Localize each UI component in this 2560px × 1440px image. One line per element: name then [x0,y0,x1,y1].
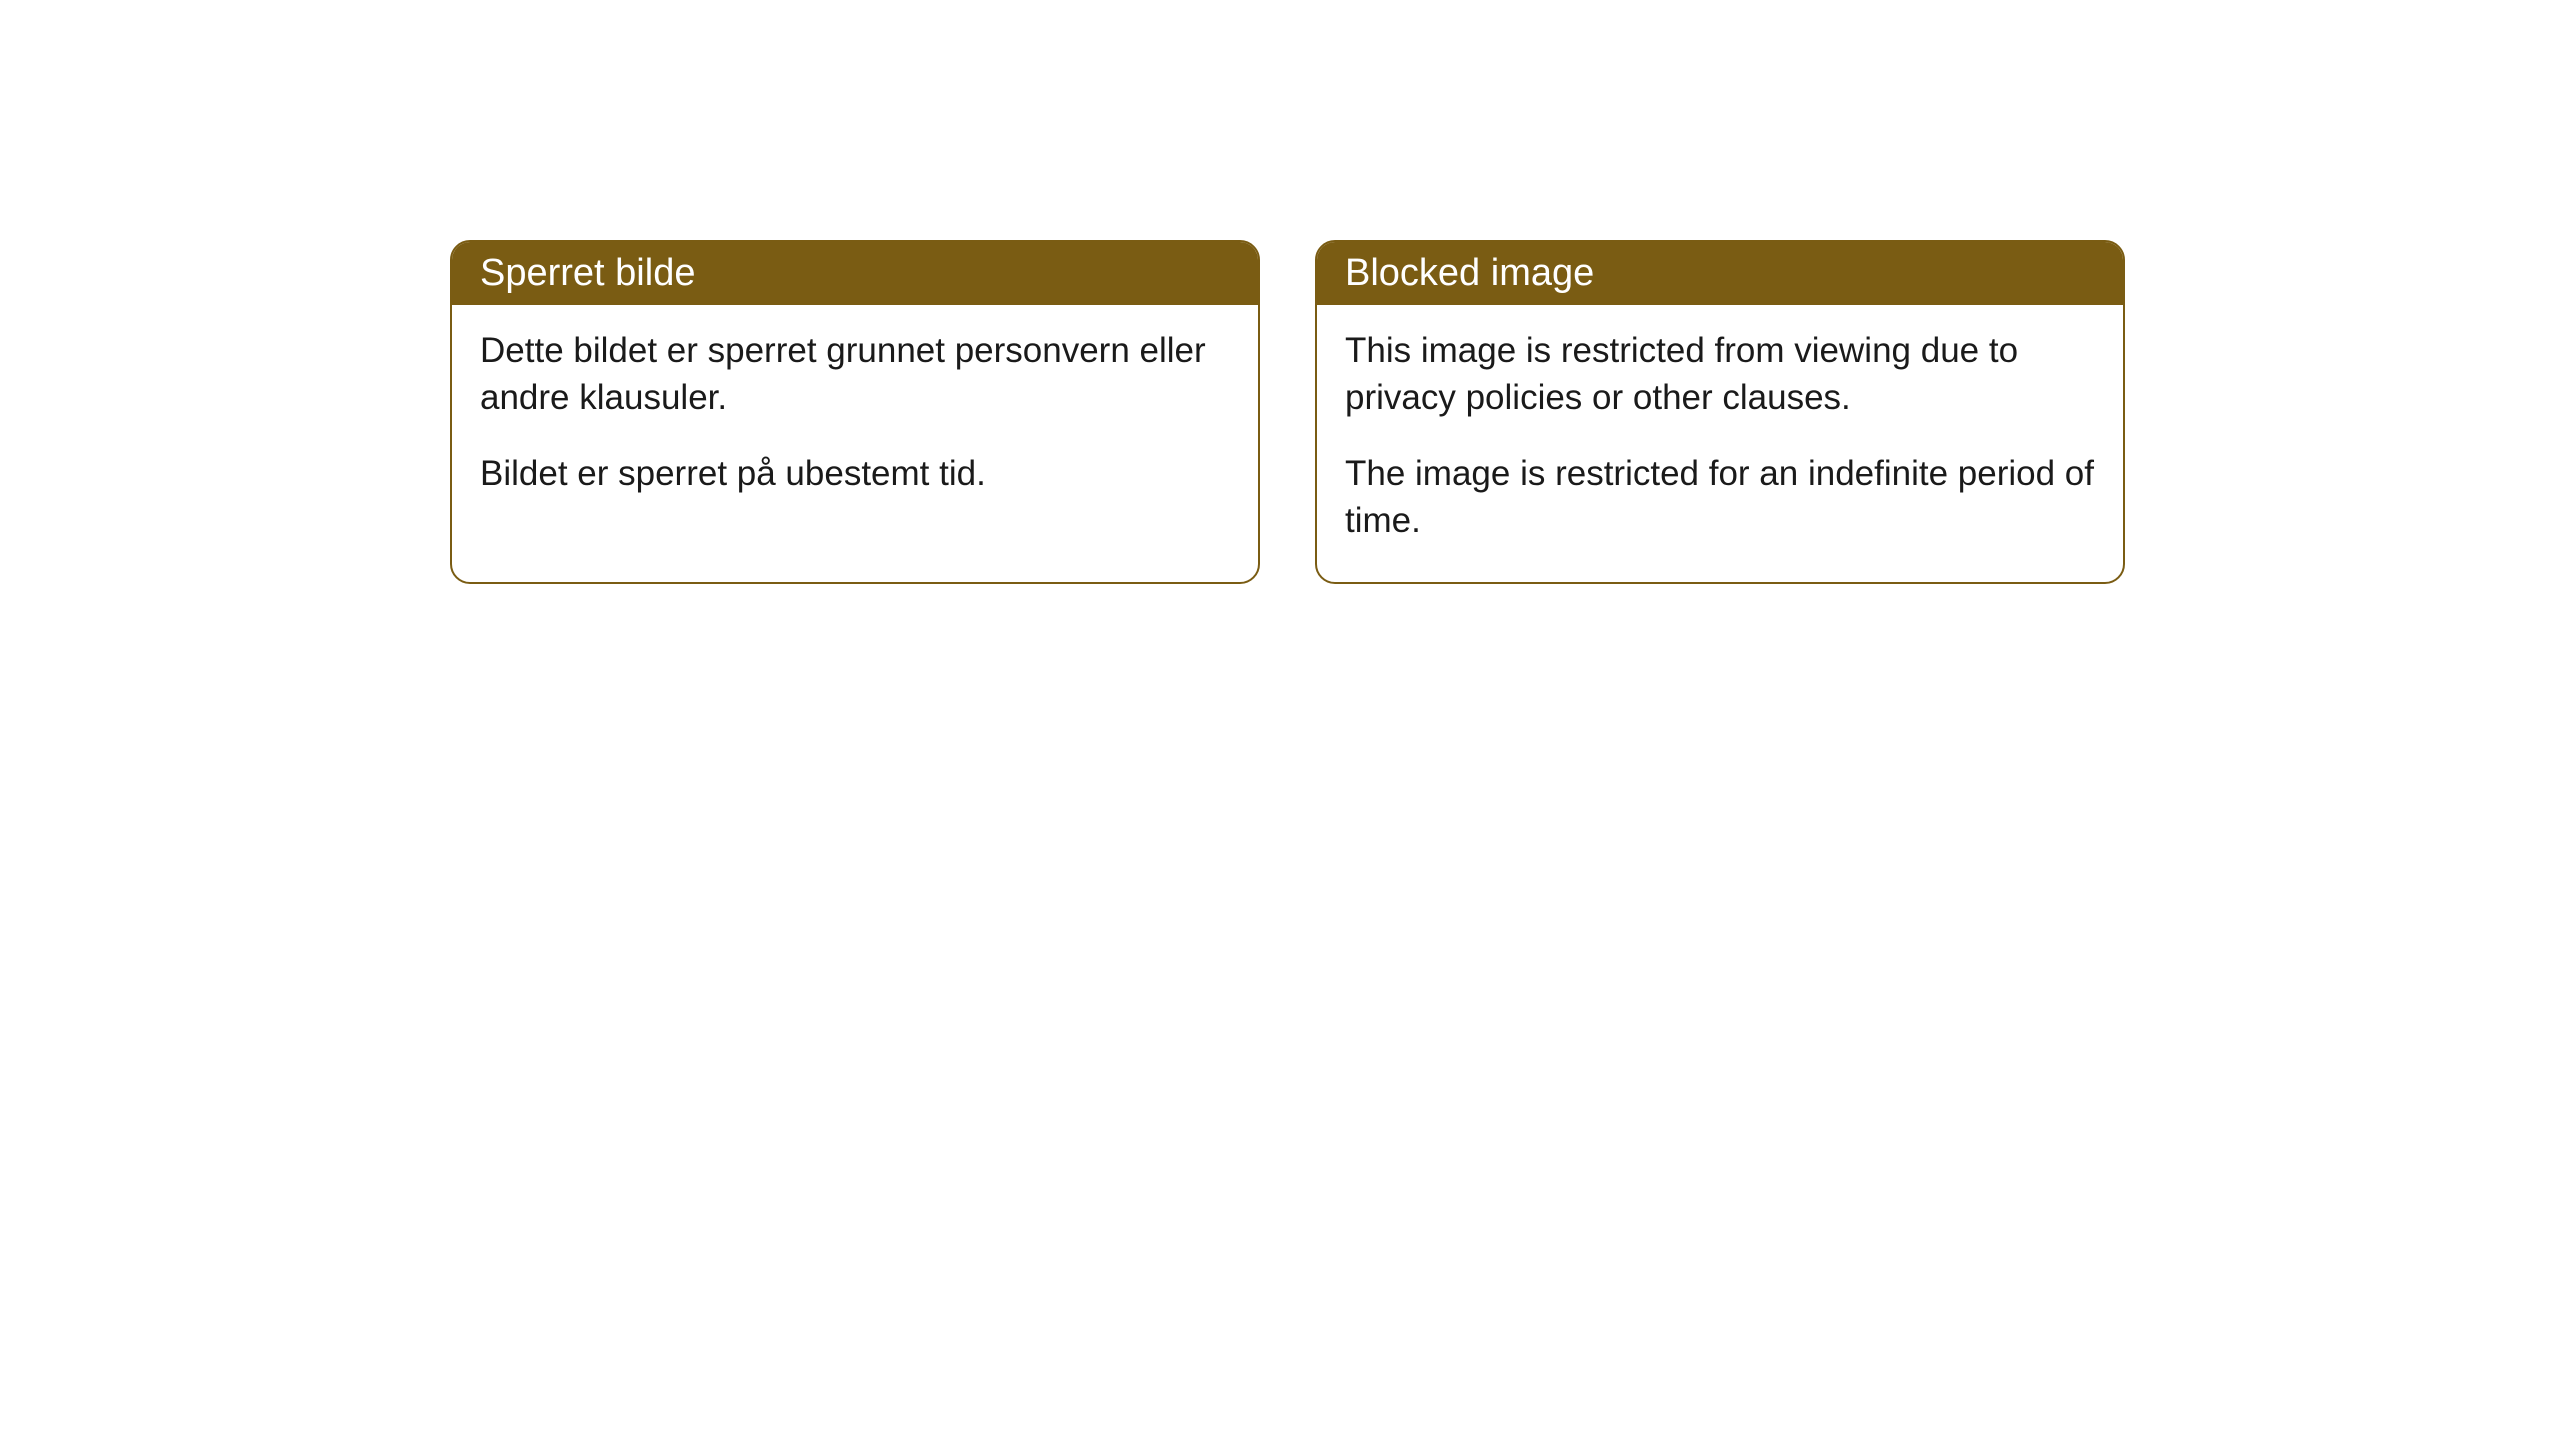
card-paragraph-1: This image is restricted from viewing du… [1345,327,2095,422]
card-paragraph-2: The image is restricted for an indefinit… [1345,450,2095,545]
card-title: Sperret bilde [480,252,695,294]
card-body-norwegian: Dette bildet er sperret grunnet personve… [452,305,1258,535]
card-header-norwegian: Sperret bilde [452,242,1258,305]
card-title: Blocked image [1345,252,1594,294]
card-paragraph-1: Dette bildet er sperret grunnet personve… [480,327,1230,422]
card-header-english: Blocked image [1317,242,2123,305]
card-norwegian: Sperret bilde Dette bildet er sperret gr… [450,240,1260,584]
card-paragraph-2: Bildet er sperret på ubestemt tid. [480,450,1230,497]
cards-container: Sperret bilde Dette bildet er sperret gr… [450,240,2125,584]
card-body-english: This image is restricted from viewing du… [1317,305,2123,582]
card-english: Blocked image This image is restricted f… [1315,240,2125,584]
